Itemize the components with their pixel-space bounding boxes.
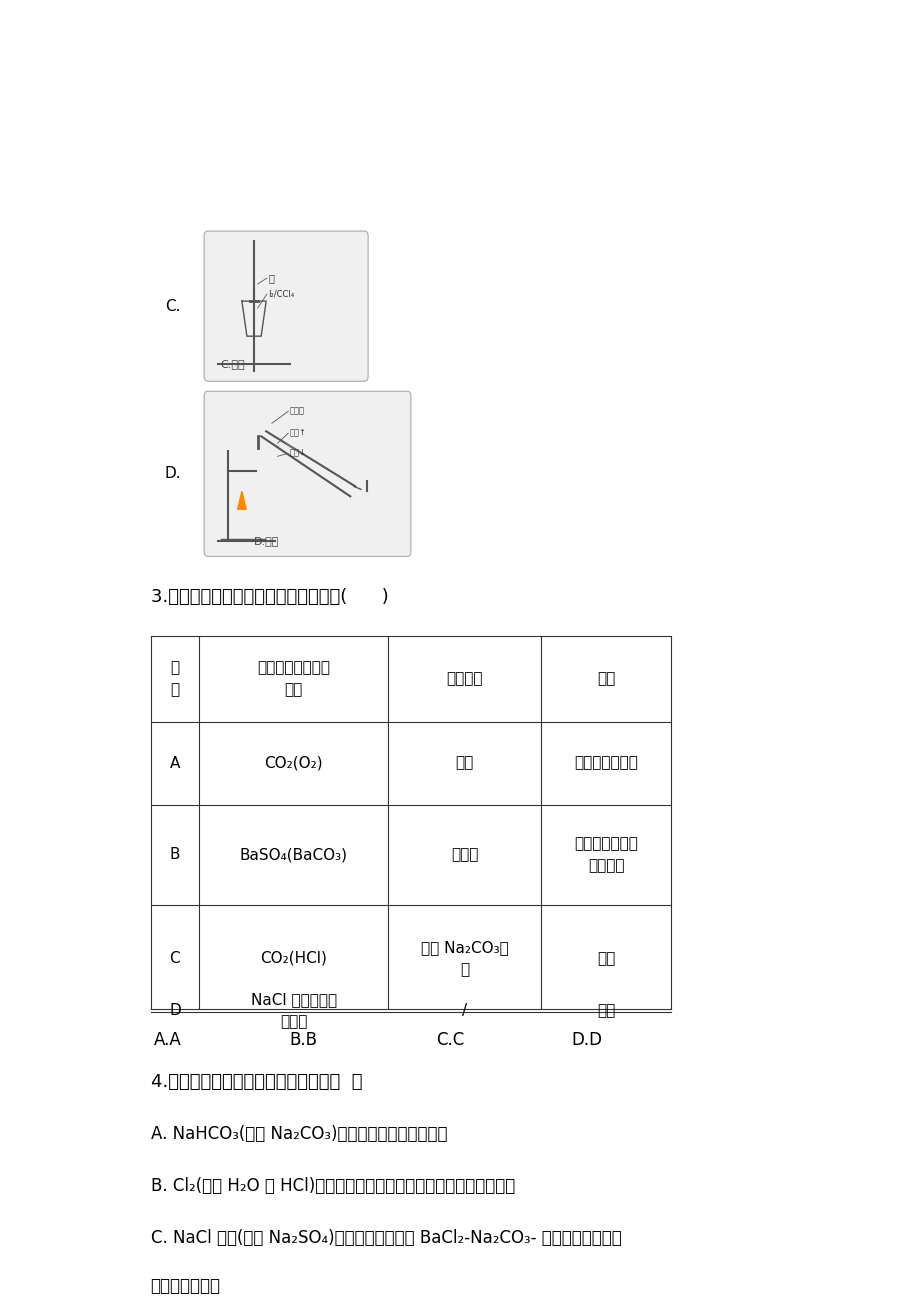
Text: BaSO₄(BaCO₃): BaSO₄(BaCO₃) xyxy=(239,848,347,862)
FancyBboxPatch shape xyxy=(204,391,411,556)
FancyBboxPatch shape xyxy=(226,507,257,541)
Text: 溶解、过滤、洗
涤、干燥: 溶解、过滤、洗 涤、干燥 xyxy=(573,836,638,874)
Text: D.: D. xyxy=(165,467,181,481)
Text: 操作: 操作 xyxy=(596,672,615,686)
Text: B: B xyxy=(169,848,180,862)
Text: D.D: D.D xyxy=(571,1031,602,1049)
Text: CO₂(O₂): CO₂(O₂) xyxy=(264,755,323,771)
Text: 4.下列除杂试剂及方法选择正确的是（  ）: 4.下列除杂试剂及方法选择正确的是（ ） xyxy=(151,1072,362,1091)
Text: 温度计: 温度计 xyxy=(289,407,304,416)
Text: D.蒸馏: D.蒸馏 xyxy=(254,537,279,546)
Text: B.B: B.B xyxy=(289,1031,317,1049)
Text: 水: 水 xyxy=(268,273,274,283)
Text: 加热: 加热 xyxy=(596,1002,615,1018)
Text: CO₂(HCl): CO₂(HCl) xyxy=(260,950,326,966)
Text: A. NaHCO₃(混有 Na₂CO₃)将固体在空气中充分加热: A. NaHCO₃(混有 Na₂CO₃)将固体在空气中充分加热 xyxy=(151,1124,447,1143)
Text: 选
项: 选 项 xyxy=(170,660,179,698)
Text: 3.下列除杂所用试剂或操作不合理的是(      ): 3.下列除杂所用试剂或操作不合理的是( ) xyxy=(151,589,388,606)
Text: 洗气: 洗气 xyxy=(596,950,615,966)
Text: 进水↑: 进水↑ xyxy=(289,429,306,438)
Text: 物质（括号中为杂
质）: 物质（括号中为杂 质） xyxy=(256,660,330,698)
Text: A.A: A.A xyxy=(154,1031,182,1049)
Text: 铜网: 铜网 xyxy=(455,755,473,771)
Text: A: A xyxy=(169,755,180,771)
Text: B. Cl₂(混有 H₂O 和 HCl)将混合气体依次通过浓硫酸和饱和食盐水洗气: B. Cl₂(混有 H₂O 和 HCl)将混合气体依次通过浓硫酸和饱和食盐水洗气 xyxy=(151,1176,515,1195)
Text: /: / xyxy=(461,1002,467,1018)
Polygon shape xyxy=(237,491,246,510)
Text: C.C: C.C xyxy=(436,1031,463,1049)
Text: 稀盐酸: 稀盐酸 xyxy=(450,848,478,862)
Text: 除杂试剂: 除杂试剂 xyxy=(446,672,482,686)
Text: I₂/CCl₄: I₂/CCl₄ xyxy=(268,290,294,299)
FancyBboxPatch shape xyxy=(204,231,368,381)
Text: 通过灼热铜丝网: 通过灼热铜丝网 xyxy=(573,755,638,771)
Text: C.: C. xyxy=(165,299,180,313)
Text: 过量）最后加热: 过量）最后加热 xyxy=(151,1277,221,1295)
Text: NaCl 固体中混有
少量碘: NaCl 固体中混有 少量碘 xyxy=(250,992,336,1030)
Text: 饱和 Na₂CO₃溶
液: 饱和 Na₂CO₃溶 液 xyxy=(420,940,508,976)
Text: 出水↓: 出水↓ xyxy=(289,448,306,458)
Text: D: D xyxy=(169,1002,180,1018)
Text: C: C xyxy=(169,950,180,966)
Text: C. NaCl 溶液(混有 Na₂SO₄)向溶液中依次加入 BaCl₂-Na₂CO₃- 盐酸（每种试剂均: C. NaCl 溶液(混有 Na₂SO₄)向溶液中依次加入 BaCl₂-Na₂C… xyxy=(151,1228,620,1247)
Text: C.分液: C.分液 xyxy=(221,359,244,369)
